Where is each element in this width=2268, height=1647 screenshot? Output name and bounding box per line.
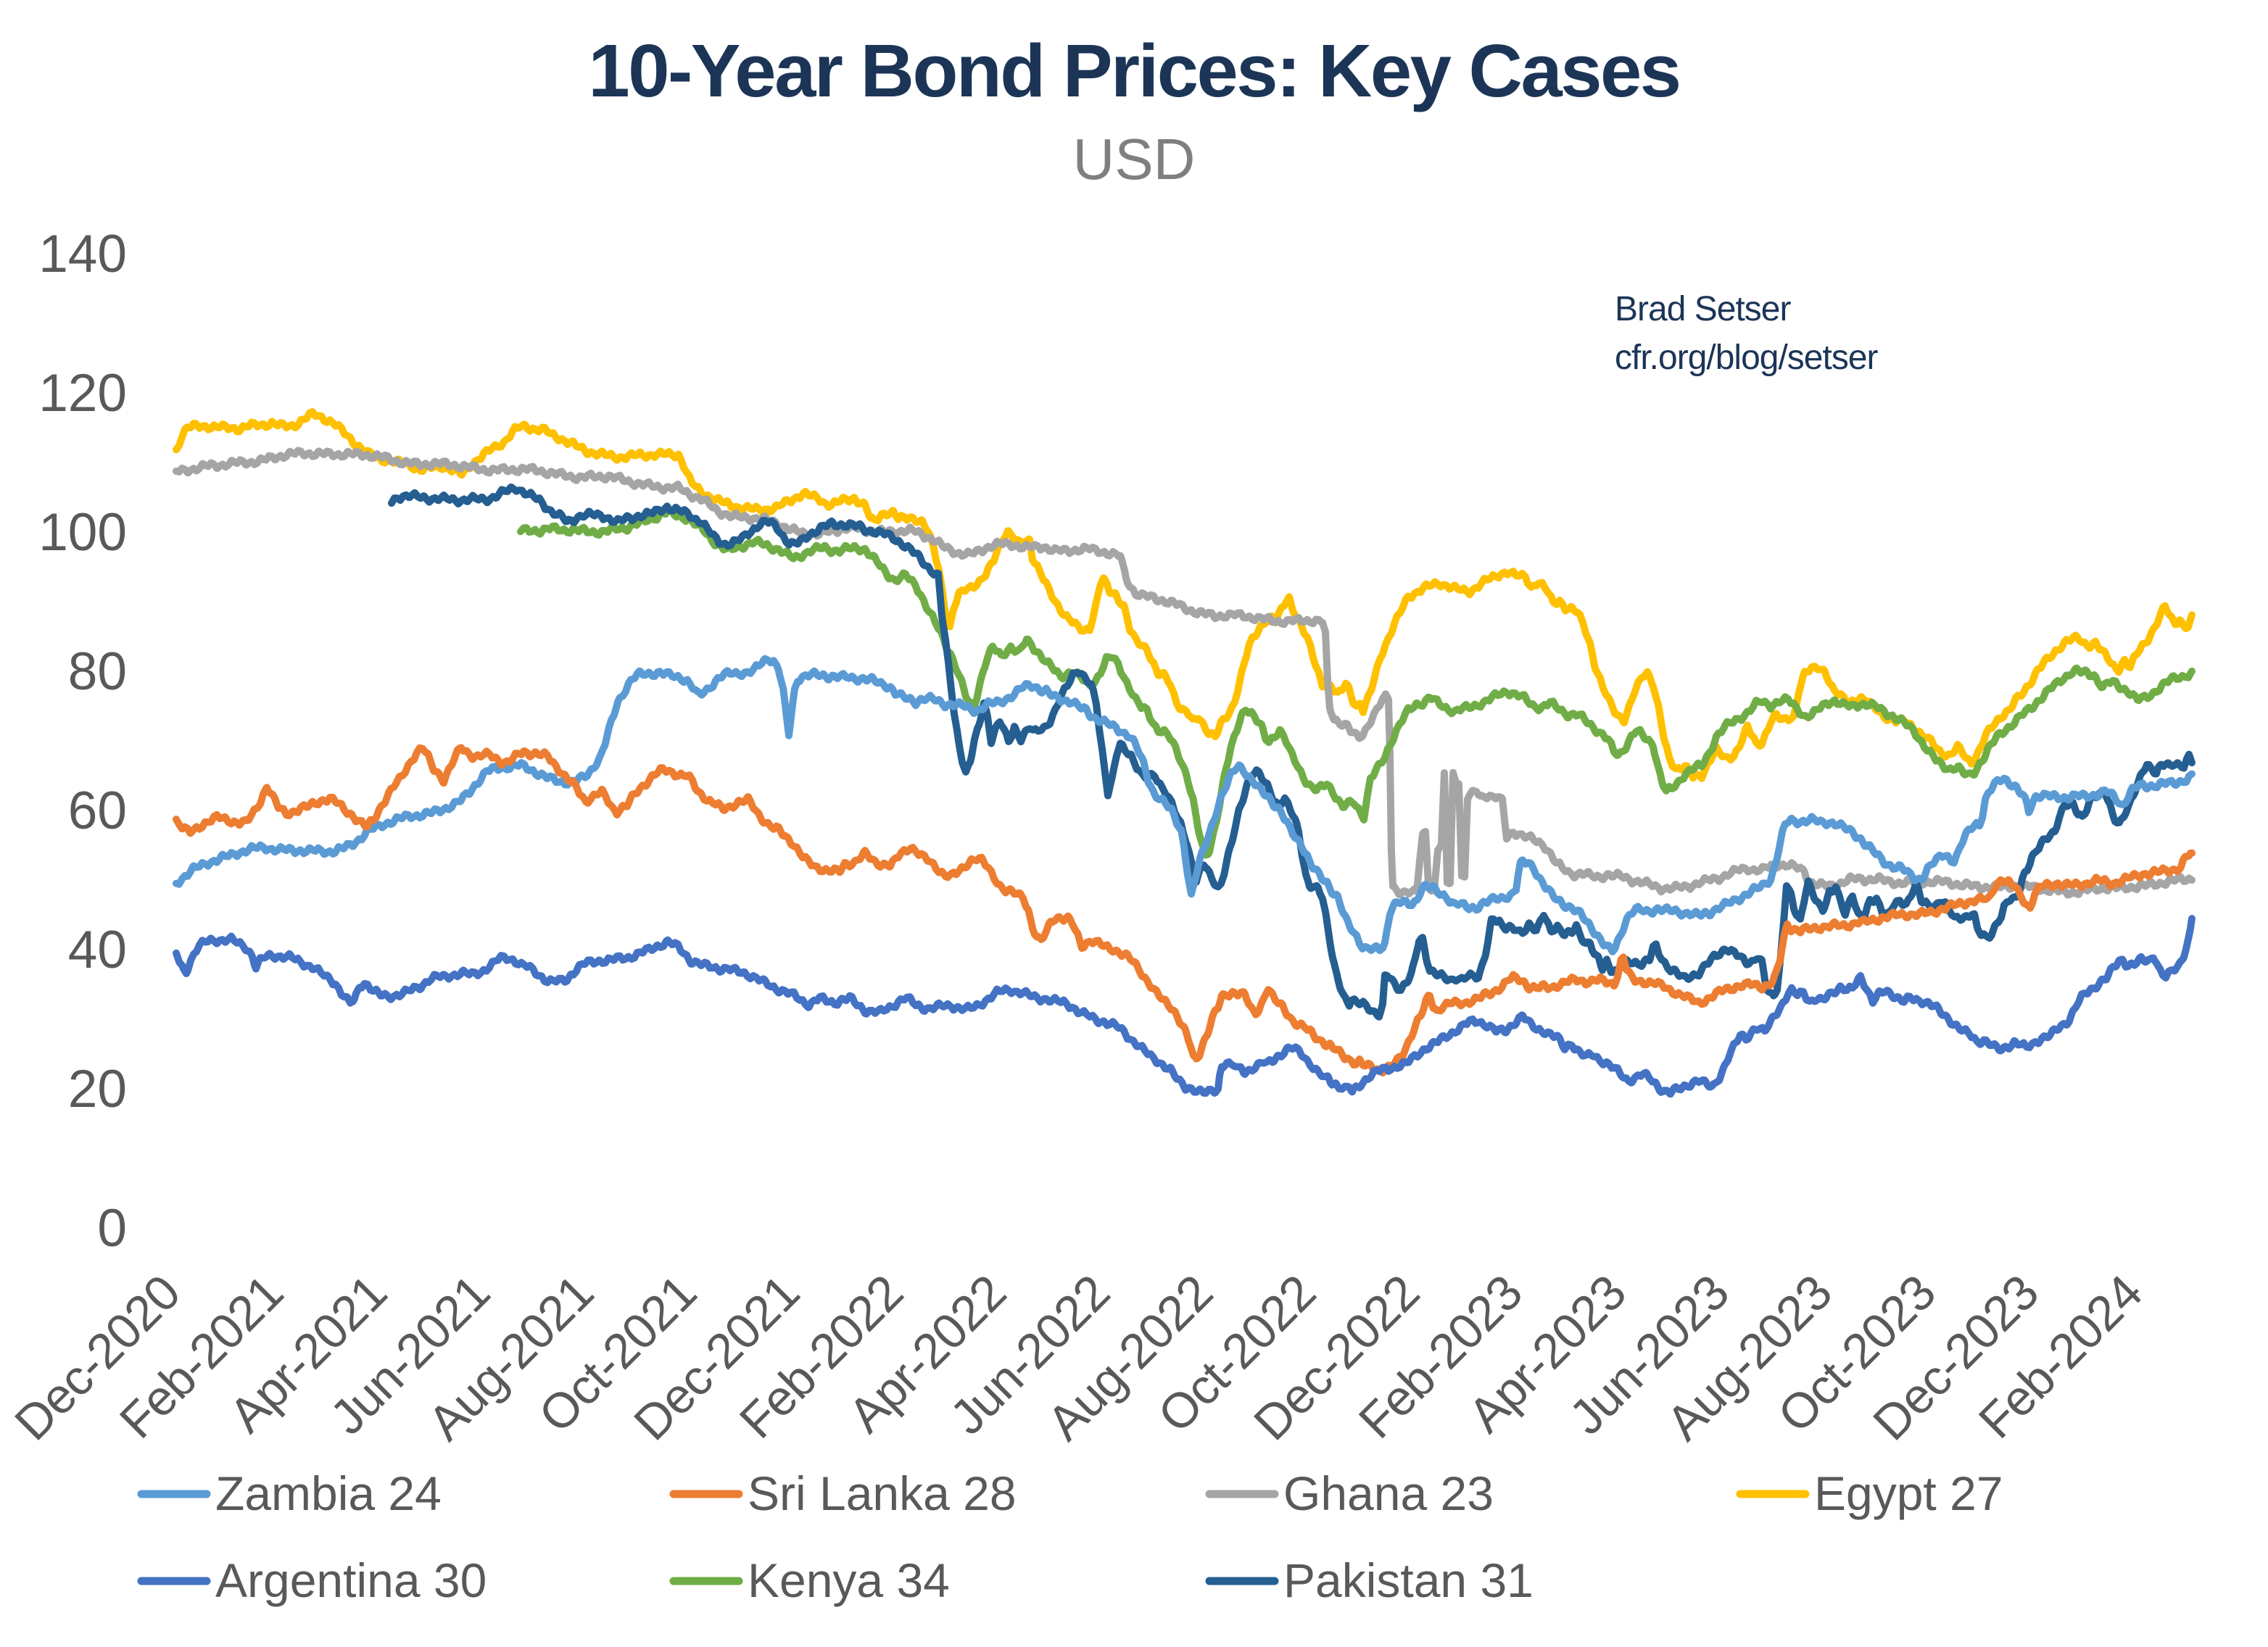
- svg-text:60: 60: [68, 781, 127, 840]
- svg-text:120: 120: [38, 364, 127, 423]
- svg-text:Ghana 23: Ghana 23: [1283, 1466, 1494, 1520]
- svg-text:0: 0: [97, 1199, 127, 1258]
- svg-text:Sri Lanka 28: Sri Lanka 28: [748, 1466, 1017, 1520]
- svg-text:Zambia 24: Zambia 24: [215, 1466, 442, 1520]
- svg-text:Kenya 34: Kenya 34: [748, 1553, 950, 1607]
- svg-text:40: 40: [68, 921, 127, 979]
- svg-text:140: 140: [38, 225, 127, 283]
- svg-text:80: 80: [68, 642, 127, 701]
- svg-text:Egypt 27: Egypt 27: [1814, 1466, 2003, 1520]
- svg-text:USD: USD: [1073, 127, 1196, 191]
- svg-text:cfr.org/blog/setser: cfr.org/blog/setser: [1615, 339, 1879, 377]
- svg-text:10-Year Bond Prices: Key Cases: 10-Year Bond Prices: Key Cases: [588, 29, 1679, 112]
- svg-text:Brad Setser: Brad Setser: [1615, 290, 1791, 328]
- svg-text:100: 100: [38, 503, 127, 562]
- svg-text:20: 20: [68, 1060, 127, 1119]
- svg-text:Pakistan 31: Pakistan 31: [1283, 1553, 1534, 1607]
- svg-text:Argentina 30: Argentina 30: [215, 1553, 487, 1607]
